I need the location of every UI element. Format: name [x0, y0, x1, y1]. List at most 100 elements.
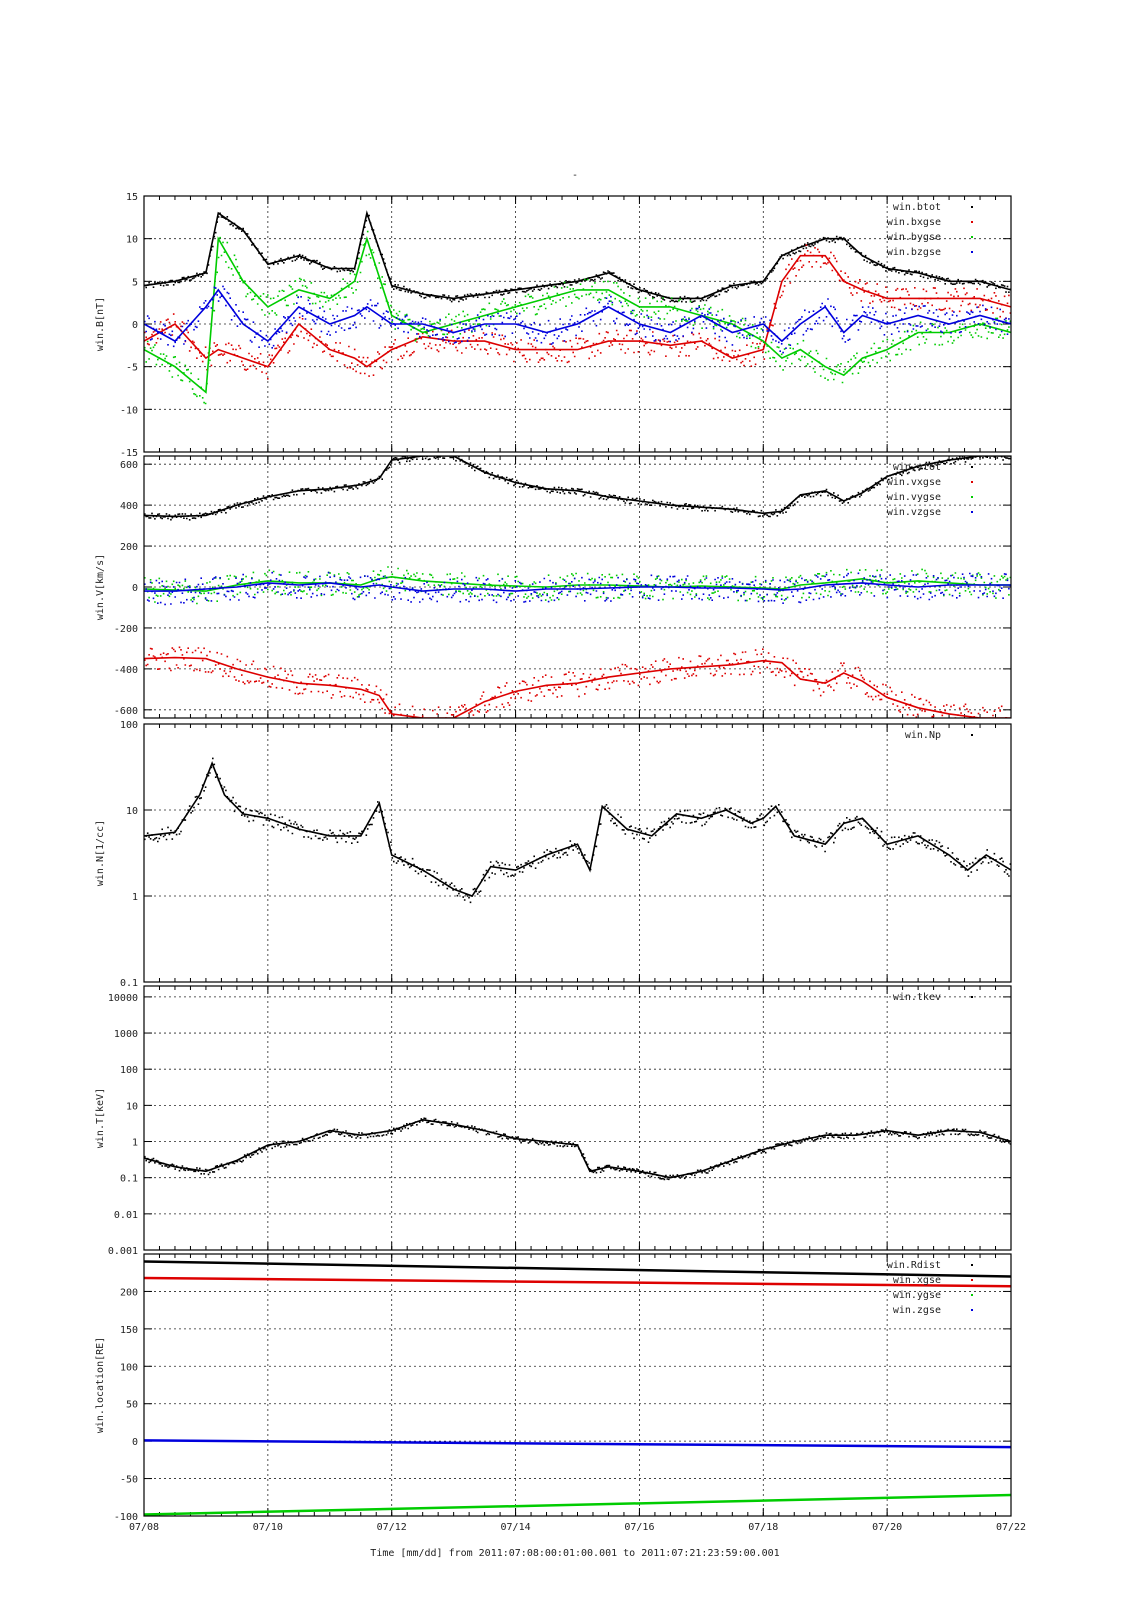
legend-swatch [971, 1294, 973, 1296]
series-line-win.vygse [144, 575, 1011, 592]
x-tick-label: 07/08 [129, 1522, 159, 1533]
x-tick-label: 07/20 [872, 1522, 902, 1533]
y-tick-label: -200 [114, 624, 138, 635]
legend-swatch [971, 511, 973, 513]
y-tick-label: 10 [126, 235, 138, 246]
panel-1: 15 10 5 0 -5 -10 -15 win.B[nT] win.btot win.bxgse… [95, 192, 1012, 459]
legend-swatch [971, 1309, 973, 1311]
x-axis-title: Time [mm/dd] from 2011:07:08:00:01:00.00… [370, 1548, 779, 1559]
series-line-win.Rdist [144, 1260, 1011, 1278]
x-tick-label: 07/22 [996, 1522, 1026, 1533]
chart-panels: 151050-5-10-15win.B[nT]win.btotwin.bxgse… [95, 192, 1026, 1533]
y-axis-title: win.B[nT] [95, 297, 106, 351]
y-tick-label: 0.1 [120, 1174, 138, 1185]
series-points-win.vtot [144, 456, 1011, 521]
legend-swatch [971, 996, 973, 998]
series-line-win.bxgse [144, 254, 1011, 368]
series-points-win.bygse [144, 230, 1011, 405]
panel-frame [143, 985, 1012, 1251]
plot-area [144, 1117, 1011, 1181]
legend-label: win.Np [905, 730, 941, 741]
y-tick-label: 1 [132, 892, 138, 903]
series-line-win.zgse [144, 1439, 1011, 1449]
y-tick-label: 10000 [108, 993, 138, 1004]
y-tick-label: 0 [132, 1437, 138, 1448]
legend-label: win.vygse [887, 492, 941, 503]
y-tick-label: 15 [126, 192, 138, 203]
series-line-win.ygse [144, 1493, 1011, 1516]
series-line-win.vtot [144, 456, 1011, 518]
legend-label: win.vtot [893, 462, 941, 473]
figure-title: - [572, 170, 578, 181]
y-axis-title: win.N[1/cc] [95, 820, 106, 886]
panel-4: 10000 1000 100 10 1 0.1 0.01 0.001 win.T[keV] win… [95, 985, 1012, 1257]
series-line-win.btot [144, 210, 1011, 300]
y-tick-label: 200 [120, 542, 138, 553]
legend-swatch [971, 466, 973, 468]
y-tick-label: 0 [132, 583, 138, 594]
y-tick-label: -10 [120, 405, 138, 416]
panel-2: 600 400 200 0 -200 -400 -600 win.V[km/s] win.vto… [95, 455, 1012, 719]
legend-label: win.btot [893, 202, 941, 213]
series-points-win.Np [144, 757, 1011, 904]
legend-swatch [971, 481, 973, 483]
y-tick-label: 600 [120, 460, 138, 471]
legend-swatch [971, 1264, 973, 1266]
legend-label: win.vxgse [887, 477, 941, 488]
legend-label: win.tkev [893, 992, 941, 1003]
panel-frame [143, 195, 1012, 453]
legend-label: win.bzgse [887, 247, 941, 258]
series-points-win.vzgse [144, 571, 1011, 606]
y-axis-title: win.V[km/s] [95, 554, 106, 620]
series-line-win.bzgse [144, 288, 1011, 343]
legend-label: win.xgse [893, 1275, 941, 1286]
y-tick-label: -50 [120, 1475, 138, 1486]
series-line-win.bygse [144, 235, 1011, 394]
y-tick-label: 200 [120, 1287, 138, 1298]
plot-area [144, 1260, 1011, 1516]
series-points-win.tkev [144, 1117, 1011, 1181]
x-tick-label: 07/18 [748, 1522, 778, 1533]
series-line-win.vzgse [144, 582, 1011, 592]
y-tick-label: -400 [114, 665, 138, 676]
legend-label: win.vzgse [887, 507, 941, 518]
legend-swatch [971, 206, 973, 208]
plot-area [144, 456, 1011, 718]
y-tick-label: 100 [120, 1065, 138, 1076]
y-tick-label: 5 [132, 277, 138, 288]
y-tick-label: -100 [114, 1512, 138, 1523]
series-line-win.xgse [144, 1276, 1011, 1288]
x-tick-label: 07/16 [624, 1522, 654, 1533]
series-points-win.vygse [144, 566, 1011, 605]
y-tick-label: 0 [132, 320, 138, 331]
y-tick-label: 1000 [114, 1029, 138, 1040]
series-line-win.tkev [144, 1118, 1011, 1179]
series-line-win.Np [144, 761, 1011, 897]
plot-area [144, 210, 1011, 405]
y-tick-label: 1 [132, 1138, 138, 1149]
legend-swatch [971, 221, 973, 223]
legend-swatch [971, 496, 973, 498]
panel-frame [143, 723, 1012, 983]
legend-label: win.zgse [893, 1305, 941, 1316]
y-tick-label: 400 [120, 501, 138, 512]
y-axis-title: win.T[keV] [95, 1088, 106, 1148]
legend-label: win.bygse [887, 232, 941, 243]
y-tick-label: -15 [120, 448, 138, 459]
legend-swatch [971, 251, 973, 253]
y-tick-label: 150 [120, 1325, 138, 1336]
series-points-win.vxgse [144, 646, 1011, 718]
legend-label: win.bxgse [887, 217, 941, 228]
x-tick-label: 07/10 [253, 1522, 283, 1533]
legend-swatch [971, 236, 973, 238]
legend-label: win.ygse [893, 1290, 941, 1301]
series-points-win.bzgse [144, 285, 1011, 354]
y-tick-label: -600 [114, 706, 138, 717]
panel-frame [143, 1253, 1012, 1517]
plot-area [144, 757, 1011, 904]
x-tick-label: 07/12 [377, 1522, 407, 1533]
y-tick-label: 10 [126, 1101, 138, 1112]
y-tick-label: 100 [120, 1362, 138, 1373]
y-tick-label: 0.1 [120, 978, 138, 989]
